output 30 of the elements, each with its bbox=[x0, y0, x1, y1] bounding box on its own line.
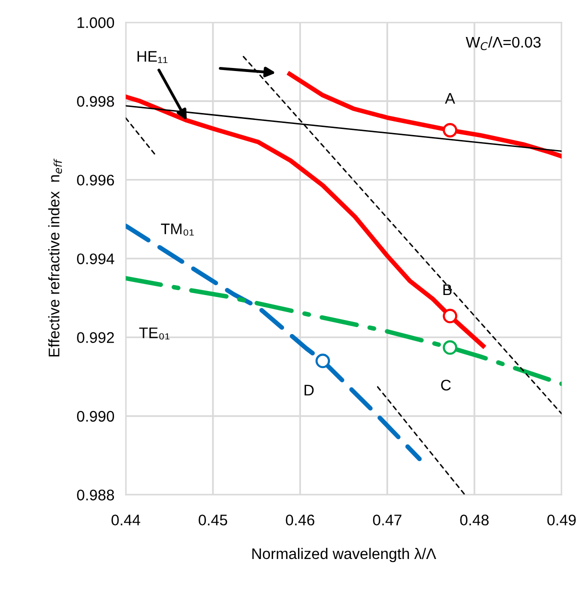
point bbox=[442, 308, 458, 324]
y-tick-label: 0.998 bbox=[77, 96, 114, 107]
y-tick-label: 0.988 bbox=[77, 490, 114, 500]
line-series bbox=[126, 224, 422, 462]
y-tick-label: 0.990 bbox=[77, 410, 114, 422]
y-tick-label: 0.994 bbox=[77, 253, 114, 264]
point bbox=[316, 354, 330, 368]
x-tick-label: 0.48 bbox=[460, 514, 489, 526]
x-tick-label: 0.49 bbox=[547, 514, 576, 526]
y-tick-label: 0.996 bbox=[77, 174, 114, 186]
annotation: TM₀₁ bbox=[160, 224, 194, 236]
x-tick-label: 0.47 bbox=[373, 514, 402, 526]
x-axis-title: Normalized wavelength λ/Λ bbox=[252, 548, 436, 562]
y-tick-label: 0.992 bbox=[77, 332, 114, 343]
point bbox=[442, 122, 458, 138]
y-axis-title: Effective refractive index n$_{eff}$ bbox=[48, 158, 62, 356]
annotation: TE₀₁ bbox=[139, 328, 170, 340]
y-tick-label: 1.000 bbox=[78, 17, 114, 28]
point bbox=[442, 340, 458, 355]
annotation: HE₁₁ bbox=[138, 51, 168, 63]
annotation: A bbox=[444, 93, 456, 104]
annotation: B bbox=[443, 284, 452, 295]
line-series bbox=[126, 94, 486, 348]
line-series bbox=[287, 72, 562, 158]
x-tick-label: 0.44 bbox=[112, 514, 140, 526]
x-tick-label: 0.46 bbox=[286, 514, 314, 526]
x-tick-label: 0.45 bbox=[198, 514, 228, 526]
annotation: W$_{C}$/Λ=0.03 bbox=[466, 36, 541, 50]
annotation: D bbox=[304, 384, 314, 396]
annotation: C bbox=[441, 380, 451, 391]
